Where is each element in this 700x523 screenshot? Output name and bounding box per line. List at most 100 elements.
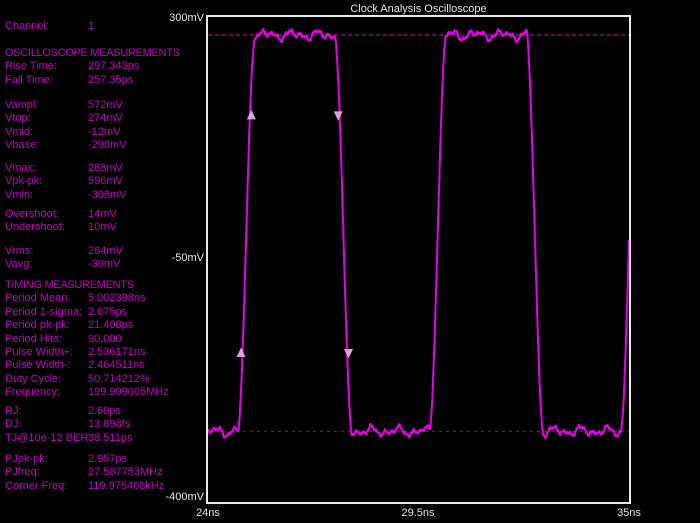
- row-period-hits: Period Hits: 90,000: [0, 333, 205, 346]
- measurement-label: Vmid:: [5, 125, 34, 138]
- measurement-section: Channel: 1: [0, 20, 205, 33]
- row-fall-time: Fall Time: 257.35ps: [0, 74, 205, 87]
- measurement-value: 90,000: [88, 332, 122, 345]
- row-pulse-width: Pulse Width-: 2.464511ns: [0, 359, 205, 372]
- row-vbase: Vbase: -298mV: [0, 139, 205, 152]
- row-period-mean: Period Mean: 5.002398ns: [0, 292, 205, 305]
- row-overshoot: Overshoot: 14mV: [0, 208, 205, 221]
- measurement-label: TJ@10e-12 BER:: [5, 431, 92, 444]
- x-tick-right: 35ns: [617, 507, 641, 519]
- edge-marker-down-icon: [344, 349, 354, 359]
- measurement-label: Pulse Width+:: [5, 345, 74, 358]
- measurement-label: Vavg:: [5, 258, 33, 271]
- plot-title: Clock Analysis Oscilloscope: [350, 3, 487, 15]
- waveform-canvas: [208, 27, 629, 440]
- measurement-section: TIMING MEASUREMENTS Period Mean: 5.002398n…: [0, 279, 205, 400]
- measurement-label: Vmax:: [5, 162, 37, 174]
- measurement-label: Vpk-pk:: [5, 175, 43, 188]
- measurement-label: Vbase:: [5, 139, 40, 152]
- measurement-label: Overshoot:: [5, 208, 59, 220]
- measurement-value: 297.343ps: [88, 60, 140, 73]
- row-rj: RJ: 2.69ps: [0, 405, 205, 418]
- row-vmid: Vmid: -12mV: [0, 126, 205, 139]
- measurement-label: PJfreq:: [5, 466, 40, 479]
- measurement-value: 2.69ps: [88, 405, 122, 417]
- row-undershoot: Undershoot: 10mV: [0, 221, 205, 234]
- measurement-label: Period Hits:: [5, 332, 62, 345]
- row-corner-freq: Corner Freq: 119.975408kHz: [0, 480, 205, 493]
- row-frequency: Frequency: 199.999005MHz: [0, 386, 205, 399]
- row-channel: Channel: 1: [0, 20, 205, 33]
- measurement-section: Vampl: 572mV Vtop: 274mV Vmid: -12mV Vbase: -29…: [0, 99, 205, 153]
- edge-marker-up-icon: [236, 347, 246, 358]
- section-header: TIMING MEASUREMENTS: [5, 279, 134, 291]
- measurement-label: Pulse Width-:: [5, 359, 71, 372]
- measurement-section: PJpk-pk: 2.957ps PJfreq: 27.587753MHz Corner…: [0, 453, 205, 493]
- measurement-label: PJpk-pk:: [5, 453, 48, 465]
- measurement-label: Period 1-sigma:: [5, 305, 83, 318]
- row-period-1-sigma: Period 1-sigma: 2.675ps: [0, 306, 205, 319]
- measurement-label: Vtop:: [5, 112, 31, 125]
- y-tick-bottom: -400mV: [165, 491, 204, 503]
- measurements-panel: Channel: 1 OSCILLOSCOPE MEASUREMENTS Rise T…: [0, 0, 205, 523]
- waveform-trace: [208, 27, 629, 440]
- measurement-label: Frequency:: [5, 386, 61, 399]
- y-tick-top: 300mV: [169, 12, 204, 24]
- measurement-value: 2.675ps: [88, 305, 128, 318]
- measurement-value: 2.536171ns: [88, 345, 146, 358]
- measurement-value: 21.408ps: [88, 319, 134, 332]
- measurement-section: RJ: 2.69ps DJ: 13.898fs TJ@10e-12 BER: 38.511…: [0, 405, 205, 445]
- measurement-label: RJ:: [5, 405, 22, 417]
- row-vtop: Vtop: 274mV: [0, 112, 205, 125]
- measurement-value: 5.002398ns: [88, 292, 146, 305]
- measurement-value: 27.587753MHz: [88, 466, 163, 479]
- measurement-value: 257.35ps: [88, 73, 134, 86]
- measurement-value: 2.464511ns: [88, 359, 145, 372]
- row-vavg: Vavg: -30mV: [0, 258, 205, 271]
- row-vmin: Vmin: -308mV: [0, 189, 205, 202]
- measurement-value: 264mV: [88, 245, 123, 257]
- measurement-section: Vmax: 288mV Vpk-pk: 596mV Vmin: -308mV: [0, 162, 205, 202]
- row-rise-time: Rise Time: 297.343ps: [0, 60, 205, 73]
- measurement-label: Period Mean:: [5, 292, 71, 305]
- measurement-section: Overshoot: 14mV Undershoot: 10mV: [0, 208, 205, 235]
- measurement-label: Period pk-pk:: [5, 319, 70, 332]
- measurement-value: 50.714212%: [88, 372, 150, 385]
- x-tick-center: 29.5ns: [401, 507, 435, 519]
- y-tick-middle: -50mV: [171, 252, 204, 264]
- measurement-value: 10mV: [88, 221, 117, 234]
- measurement-value: 572mV: [88, 99, 123, 111]
- measurement-label: Channel:: [5, 20, 50, 32]
- measurement-value: 2.957ps: [88, 453, 128, 465]
- measurement-value: 13.898fs: [88, 418, 131, 431]
- edge-marker-up-icon: [246, 109, 256, 120]
- measurement-label: Undershoot:: [5, 221, 65, 234]
- row-pulse-width: Pulse Width+: 2.536171ns: [0, 346, 205, 359]
- measurement-section: Vrms: 264mV Vavg: -30mV: [0, 245, 205, 272]
- measurement-value: -12mV: [88, 125, 121, 138]
- row-period-pk-pk: Period pk-pk: 21.408ps: [0, 319, 205, 332]
- measurement-label: Corner Freq:: [5, 479, 68, 492]
- measurement-value: -308mV: [88, 188, 127, 201]
- row-duty-cycle: Duty Cycle: 50.714212%: [0, 373, 205, 386]
- row-pjfreq: PJfreq: 27.587753MHz: [0, 466, 205, 479]
- measurement-value: 199.999005MHz: [88, 386, 169, 399]
- measurement-value: -298mV: [88, 139, 127, 152]
- measurement-label: Vrms:: [5, 245, 34, 257]
- measurement-value: -30mV: [88, 258, 121, 271]
- row-vrms: Vrms: 264mV: [0, 245, 205, 258]
- x-tick-left: 24ns: [196, 507, 220, 519]
- measurement-value: 288mV: [88, 162, 123, 174]
- row-pjpk-pk: PJpk-pk: 2.957ps: [0, 453, 205, 466]
- row-vampl: Vampl: 572mV: [0, 99, 205, 112]
- measurement-value: 119.975408kHz: [88, 479, 165, 492]
- measurement-label: Fall Time:: [5, 73, 53, 86]
- measurement-section: OSCILLOSCOPE MEASUREMENTS Rise Time: 297.3…: [0, 47, 205, 87]
- row-vpk-pk: Vpk-pk: 596mV: [0, 175, 205, 188]
- measurement-value: 1: [88, 20, 95, 32]
- row-vmax: Vmax: 288mV: [0, 162, 205, 175]
- row-dj: DJ: 13.898fs: [0, 418, 205, 431]
- row-tj-10e-12-ber: TJ@10e-12 BER: 38.511ps: [0, 432, 205, 445]
- measurement-label: Rise Time:: [5, 60, 57, 73]
